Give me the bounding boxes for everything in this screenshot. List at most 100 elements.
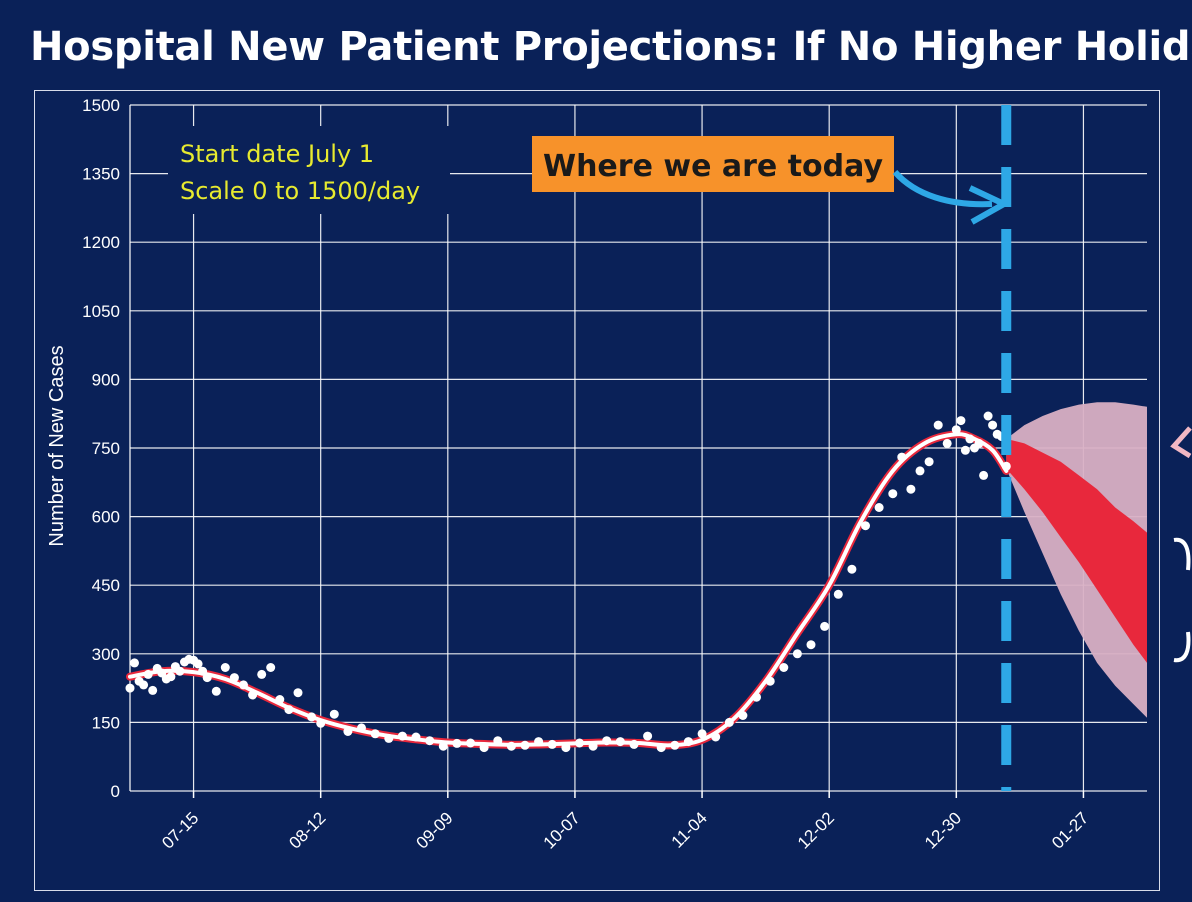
data-point bbox=[711, 732, 721, 742]
data-point bbox=[384, 733, 394, 743]
data-point bbox=[683, 737, 693, 747]
fitted-trend bbox=[126, 430, 1011, 750]
data-point bbox=[983, 411, 993, 421]
data-point bbox=[888, 489, 898, 499]
data-point bbox=[924, 457, 934, 467]
data-point bbox=[765, 676, 775, 686]
data-point bbox=[397, 731, 407, 741]
data-point bbox=[933, 420, 943, 430]
data-point bbox=[915, 466, 925, 476]
data-point bbox=[329, 709, 339, 719]
y-tick-label: 1500 bbox=[82, 96, 120, 115]
data-point bbox=[266, 663, 276, 672]
data-point bbox=[411, 732, 421, 742]
data-point bbox=[425, 736, 435, 746]
data-point bbox=[139, 680, 149, 690]
data-point bbox=[779, 663, 789, 672]
x-tick-label: 12-30 bbox=[921, 808, 965, 852]
data-point bbox=[575, 738, 584, 748]
data-point bbox=[833, 589, 843, 599]
inner-projection-band bbox=[1006, 438, 1147, 663]
data-point bbox=[874, 503, 884, 512]
x-tick-label: 01-27 bbox=[1048, 808, 1092, 852]
info-box bbox=[168, 126, 450, 214]
data-point bbox=[370, 729, 380, 739]
y-tick-label: 450 bbox=[92, 576, 120, 595]
x-tick-label: 10-07 bbox=[540, 808, 584, 852]
data-point bbox=[602, 736, 612, 746]
page-title: Hospital New Patient Projections: If No … bbox=[30, 24, 1192, 70]
info-line-scale: Scale 0 to 1500/day bbox=[180, 177, 420, 205]
data-point bbox=[506, 741, 516, 751]
data-point bbox=[452, 738, 462, 748]
data-point bbox=[275, 695, 285, 704]
data-point bbox=[357, 723, 366, 733]
chart-frame bbox=[34, 90, 1160, 891]
data-point bbox=[293, 688, 303, 698]
data-point bbox=[343, 727, 353, 736]
data-point bbox=[148, 685, 158, 695]
data-point bbox=[806, 640, 816, 650]
x-tick-label: 08-12 bbox=[285, 808, 329, 852]
cropped-annotations bbox=[1170, 426, 1192, 663]
fitted-line-outline bbox=[126, 430, 1011, 750]
data-point bbox=[697, 729, 707, 739]
data-point bbox=[974, 438, 984, 448]
x-tick-label: 07-15 bbox=[158, 808, 202, 852]
data-point bbox=[520, 740, 530, 750]
data-point bbox=[547, 739, 557, 749]
x-tick-label: 09-09 bbox=[412, 808, 456, 852]
data-point bbox=[792, 649, 802, 659]
data-point bbox=[1001, 461, 1011, 471]
today-callout-box bbox=[532, 136, 894, 192]
observed-points bbox=[125, 411, 1011, 753]
data-point bbox=[130, 658, 139, 668]
data-point bbox=[229, 673, 239, 683]
data-point bbox=[466, 738, 475, 748]
data-point bbox=[960, 445, 970, 455]
y-axis-label: Number of New Cases bbox=[46, 345, 68, 546]
data-point bbox=[951, 425, 961, 435]
data-point bbox=[143, 669, 153, 679]
y-tick-label: 750 bbox=[92, 439, 120, 458]
y-tick-label: 600 bbox=[92, 508, 120, 527]
data-point bbox=[202, 673, 212, 683]
y-tick-label: 0 bbox=[111, 782, 120, 801]
data-point bbox=[166, 672, 176, 682]
data-point bbox=[239, 680, 248, 690]
data-point bbox=[284, 705, 294, 715]
info-line-start-date: Start date July 1 bbox=[180, 140, 374, 168]
data-point bbox=[257, 669, 267, 679]
callout-arrow-icon bbox=[892, 169, 993, 208]
data-point bbox=[956, 416, 966, 426]
x-tick-label: 12-02 bbox=[794, 808, 838, 852]
data-point bbox=[175, 666, 185, 676]
data-point bbox=[738, 711, 748, 720]
x-tick-label: 11-04 bbox=[668, 808, 711, 851]
data-point bbox=[629, 739, 639, 749]
data-point bbox=[193, 659, 203, 669]
y-tick-label: 1350 bbox=[82, 165, 120, 184]
data-point bbox=[316, 718, 326, 728]
data-point bbox=[988, 420, 998, 430]
data-point bbox=[248, 690, 258, 700]
data-point bbox=[897, 452, 907, 462]
data-point bbox=[656, 743, 666, 753]
data-point bbox=[479, 743, 489, 753]
data-point bbox=[847, 564, 857, 574]
today-callout-text: Where we are today bbox=[543, 149, 883, 184]
cropped-bracket-top-icon bbox=[1173, 537, 1191, 571]
data-point bbox=[220, 663, 230, 672]
data-point bbox=[752, 692, 761, 702]
data-point bbox=[615, 737, 625, 747]
y-tick-label: 900 bbox=[92, 370, 120, 389]
data-point bbox=[307, 712, 317, 722]
data-point bbox=[438, 741, 448, 751]
data-point bbox=[643, 731, 653, 741]
projection-bands bbox=[1006, 402, 1147, 718]
data-point bbox=[979, 470, 989, 480]
cropped-arrow-icon bbox=[1170, 426, 1192, 459]
data-point bbox=[211, 686, 221, 696]
data-point bbox=[534, 737, 544, 747]
